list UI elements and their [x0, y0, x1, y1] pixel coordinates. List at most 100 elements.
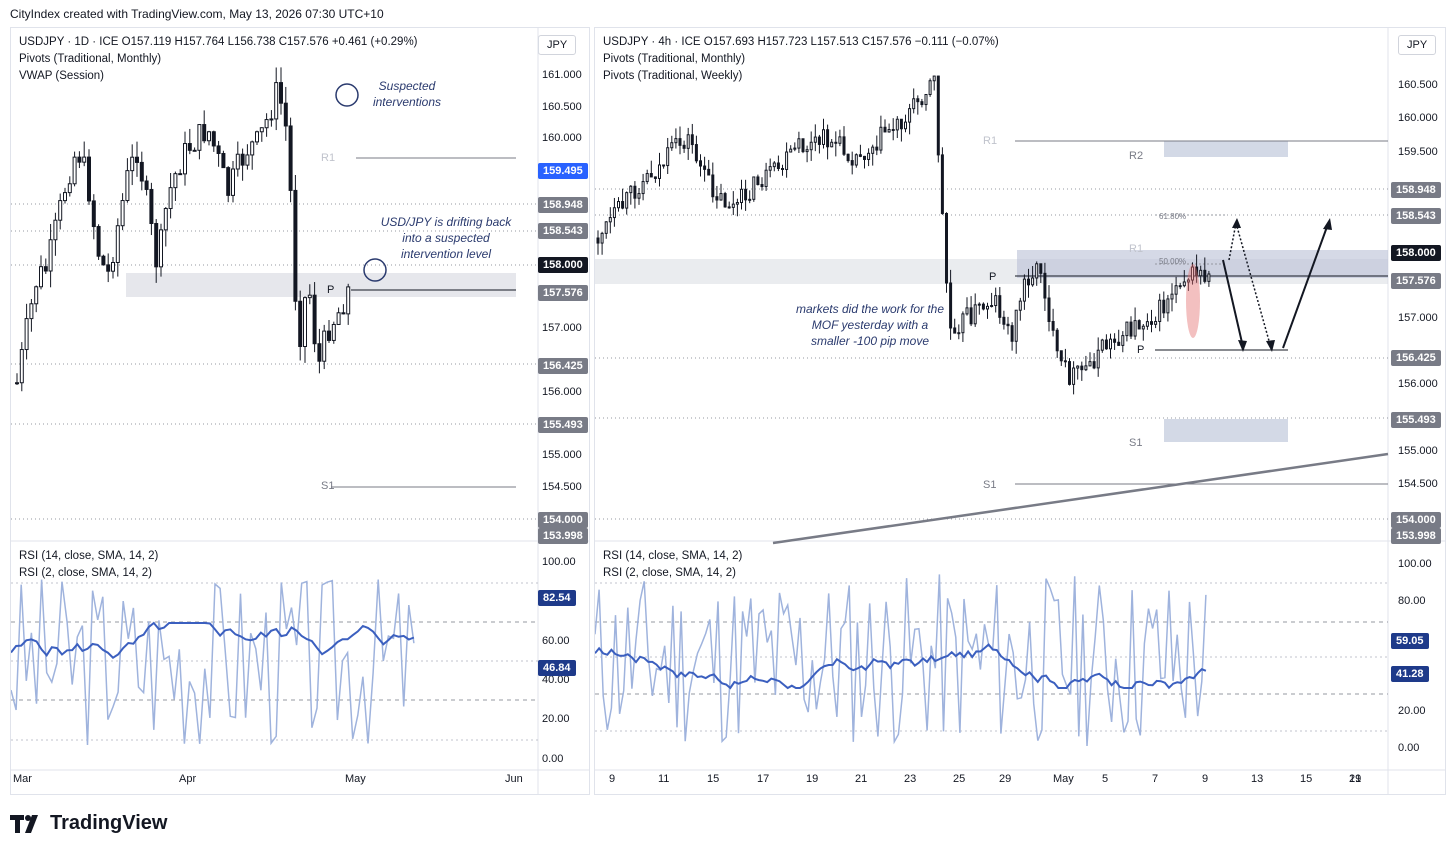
- candle-body: [187, 143, 192, 151]
- candle-body: [48, 239, 53, 272]
- left-note-interventions: Suspected interventions: [372, 79, 442, 109]
- left-price-chart[interactable]: P S1 R1: [11, 28, 589, 794]
- candle-body: [1154, 320, 1158, 325]
- candle-body: [1002, 316, 1006, 325]
- right-chart-panel[interactable]: USDJPY · 4h · ICE O157.693 H157.723 L157…: [594, 27, 1446, 795]
- right-arrow-up: [1282, 223, 1329, 349]
- candle-body: [1158, 299, 1162, 322]
- left-tag-153998: 153.998: [538, 528, 588, 544]
- tradingview-logo-text: TradingView: [50, 812, 168, 834]
- candle-body: [625, 192, 629, 209]
- right-x-label: 7: [1152, 773, 1159, 785]
- candle-body: [82, 156, 87, 163]
- left-tag-r1: 159.495: [538, 163, 588, 179]
- candle-body: [949, 282, 953, 329]
- right-price-chart[interactable]: R2 R1 R1 P P S1 S1 61.80% 50.00%: [595, 28, 1445, 794]
- candle-body: [809, 141, 813, 151]
- candle-body: [789, 148, 793, 153]
- candle-body: [805, 149, 809, 153]
- right-x-label: 13: [1251, 773, 1264, 785]
- right-r2-zone: [1164, 141, 1288, 157]
- candle-body: [1084, 365, 1088, 371]
- right-tick-159-5: 159.500: [1398, 146, 1438, 158]
- candle-body: [682, 144, 686, 149]
- candle-body: [760, 184, 764, 188]
- candle-body: [998, 295, 1002, 318]
- candle-body: [250, 141, 255, 156]
- candle-body: [662, 164, 666, 167]
- candle-body: [1039, 263, 1043, 274]
- right-tag-154000: 154.000: [1391, 512, 1441, 528]
- candle-body: [977, 303, 981, 306]
- candle-body: [173, 173, 178, 189]
- candle-body: [211, 131, 216, 147]
- candle-body: [986, 305, 989, 310]
- right-rsi-tick-80: 80.00: [1398, 595, 1426, 607]
- candle-body: [1199, 269, 1203, 277]
- right-trendline: [772, 452, 1389, 545]
- candle-body: [981, 303, 985, 310]
- left-rsi14-legend[interactable]: RSI (14, close, SMA, 14, 2): [19, 550, 159, 562]
- left-x-apr: Apr: [179, 773, 197, 785]
- candle-body: [953, 327, 957, 334]
- candle-body: [1076, 365, 1080, 369]
- left-note-drifting: USD/JPY is drifting back into a suspecte…: [380, 215, 512, 261]
- right-tag-155493: 155.493: [1391, 412, 1441, 428]
- left-indicator-pivots[interactable]: Pivots (Traditional, Monthly): [19, 53, 162, 65]
- candle-body: [887, 129, 891, 133]
- right-rsi14-legend[interactable]: RSI (14, close, SMA, 14, 2): [603, 550, 743, 562]
- tradingview-logo-icon: [10, 814, 38, 833]
- candle-body: [77, 156, 82, 163]
- left-currency-button[interactable]: JPY: [538, 35, 577, 55]
- candle-body: [307, 294, 312, 299]
- candle-body: [1072, 367, 1076, 385]
- right-rsi2-tag: 41.28: [1391, 666, 1429, 682]
- candle-body: [53, 219, 58, 241]
- right-currency-button[interactable]: JPY: [1398, 35, 1437, 55]
- right-indicator-pivots-monthly[interactable]: Pivots (Traditional, Monthly): [603, 53, 746, 65]
- left-rsi-legend: RSI (14, close, SMA, 14, 2) RSI (2, clos…: [19, 548, 158, 582]
- left-tag-156425: 156.425: [538, 358, 588, 374]
- candle-body: [1191, 266, 1194, 281]
- left-tag-158543: 158.543: [538, 223, 588, 239]
- candle-body: [772, 162, 776, 168]
- right-highlight-ellipse: [1186, 264, 1200, 338]
- candle-body: [1137, 320, 1141, 330]
- candle-body: [1174, 285, 1178, 295]
- candle-body: [29, 303, 34, 320]
- candle-body: [653, 176, 657, 179]
- candle-body: [67, 183, 72, 194]
- right-indicator-pivots-weekly[interactable]: Pivots (Traditional, Weekly): [603, 70, 743, 82]
- candle-body: [694, 144, 698, 162]
- candle-body: [744, 188, 748, 201]
- candle-body: [1195, 266, 1199, 277]
- candle-body: [24, 318, 29, 351]
- candle-body: [192, 149, 197, 152]
- candle-body: [875, 146, 879, 151]
- tradingview-logo[interactable]: TradingView: [10, 812, 167, 835]
- candle-body: [863, 155, 866, 160]
- candle-body: [756, 176, 760, 186]
- candle-body: [711, 174, 715, 198]
- left-rsi-tick-20: 20.00: [542, 713, 570, 725]
- candle-body: [703, 165, 707, 170]
- candle-body: [221, 152, 226, 169]
- candle-body: [34, 286, 39, 305]
- left-chart-panel[interactable]: USDJPY · 1D · ICE O157.119 H157.764 L156…: [10, 27, 590, 795]
- candle-body: [932, 75, 936, 82]
- left-rsi2-legend[interactable]: RSI (2, close, SMA, 14, 2): [19, 567, 152, 579]
- candle-body: [135, 156, 139, 163]
- left-indicator-vwap[interactable]: VWAP (Session): [19, 70, 104, 82]
- right-ohlc-legend: USDJPY · 4h · ICE O157.693 H157.723 L157…: [603, 34, 999, 85]
- candle-body: [255, 131, 259, 143]
- right-rsi2-legend[interactable]: RSI (2, close, SMA, 14, 2): [603, 567, 736, 579]
- candle-body: [822, 129, 825, 145]
- candle-body: [854, 154, 858, 166]
- right-x-label: 11: [658, 773, 670, 785]
- candle-body: [202, 124, 207, 142]
- candle-body: [1182, 281, 1186, 287]
- candle-body: [1006, 323, 1010, 327]
- candle-body: [719, 193, 723, 201]
- candle-body: [621, 201, 625, 209]
- candle-body: [259, 127, 264, 133]
